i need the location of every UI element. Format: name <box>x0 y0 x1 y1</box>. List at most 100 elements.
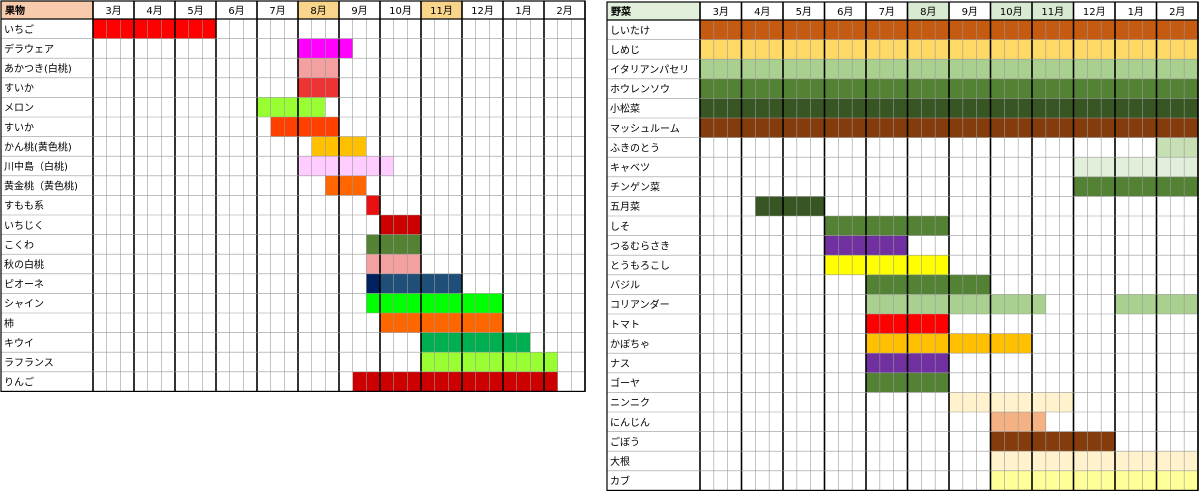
row-label: イタリアンパセリ <box>610 64 689 76</box>
month-label: 5月 <box>796 6 812 18</box>
month-label: 2月 <box>1169 6 1185 18</box>
season-bar <box>1073 176 1198 197</box>
row-label: マッシュルーム <box>610 123 680 135</box>
row-label: 大根 <box>610 455 630 468</box>
month-label: 8月 <box>920 6 936 18</box>
row-label: 秋の白桃 <box>4 258 44 271</box>
row-label: コリアンダー <box>610 298 670 311</box>
table: 野菜 3月 4月 5月 6月 7月 8月 9月 10月 11月 12月 1月 2月しいたけしめじイタリア… <box>606 1 1199 491</box>
season-bar <box>380 313 503 333</box>
season-bar <box>1156 137 1198 158</box>
row-label: すいか <box>4 122 34 134</box>
row-label: ピオーネ <box>4 279 44 291</box>
season-bar <box>824 255 949 275</box>
row-label: デラウェア <box>4 42 54 55</box>
row-label: つるむらさき <box>610 240 670 252</box>
row-label: メロン <box>4 103 34 114</box>
season-bar <box>990 470 1198 491</box>
row-label: バジル <box>610 280 640 292</box>
table-border <box>0 0 586 392</box>
month-label: 2月 <box>556 5 572 17</box>
table-border <box>606 1 1199 491</box>
month-label: 11月 <box>1041 6 1064 18</box>
row-label: 五月菜 <box>610 201 640 213</box>
month-label: 6月 <box>228 5 244 17</box>
season-bar <box>1073 157 1198 177</box>
month-label: 1月 <box>515 5 531 17</box>
month-label: 6月 <box>837 6 853 18</box>
row-label: 黄金桃（黄色桃) <box>4 180 78 193</box>
header-title: 果物 <box>4 4 25 17</box>
row-label: シャイン <box>4 299 44 310</box>
season-bar <box>866 274 991 295</box>
month-label: 1月 <box>1128 6 1144 18</box>
month-label: 9月 <box>351 5 367 17</box>
row-label: りんご <box>4 376 34 389</box>
month-label: 10月 <box>1000 6 1023 18</box>
season-bar <box>325 175 367 196</box>
table: 果物 3月 4月 5月 6月 7月 8月 9月 10月 11月 12月 1月 2月いちごデラウェアあかつ… <box>0 0 586 392</box>
row-label: 小松菜 <box>610 102 640 115</box>
row-label: ホウレンソウ <box>610 84 670 96</box>
month-highlight <box>990 2 1032 20</box>
row-label: とうもろこし <box>610 260 670 272</box>
row-label: すいか <box>4 83 34 95</box>
season-bar <box>298 58 339 78</box>
row-label: 柿 <box>4 317 14 330</box>
month-label: 12月 <box>471 5 494 17</box>
season-bar <box>257 97 326 117</box>
season-bar <box>949 392 1074 412</box>
row-label: 川中島（白桃) <box>4 160 68 173</box>
header-title: 野菜 <box>611 5 632 18</box>
season-bar <box>380 215 421 235</box>
row-label: かぼちゃ <box>610 338 650 350</box>
row-label: かん桃(黄色桃) <box>4 140 72 153</box>
row-label: しめじ <box>610 44 640 56</box>
season-bar <box>270 117 339 137</box>
season-bar <box>866 294 1046 314</box>
row-label: しいたけ <box>610 25 650 37</box>
month-highlight <box>298 1 339 19</box>
header-cell <box>607 2 700 20</box>
season-bar <box>366 273 380 294</box>
season-bar <box>755 196 825 216</box>
month-label: 3月 <box>105 5 121 17</box>
month-highlight <box>421 1 462 19</box>
row-label: ナス <box>610 358 630 370</box>
month-label: 10月 <box>389 5 412 17</box>
row-label: ニンニク <box>610 397 650 409</box>
row-label: にんじん <box>610 417 650 429</box>
season-bar <box>93 19 216 39</box>
month-label: 8月 <box>310 5 326 17</box>
row-label: こくわ <box>4 239 34 251</box>
row-label: ゴーヤ <box>610 377 640 390</box>
row-label: いちご <box>4 23 34 36</box>
row-label: しそ <box>610 221 630 233</box>
season-bar <box>298 156 394 176</box>
month-label: 9月 <box>962 6 978 18</box>
month-highlight <box>907 2 949 20</box>
season-bar <box>352 371 558 392</box>
header-cell <box>1 1 93 19</box>
month-label: 7月 <box>879 6 895 18</box>
row-label: あかつき(白桃) <box>4 62 72 75</box>
month-label: 4月 <box>146 5 162 17</box>
row-label: ふきのとう <box>610 142 660 154</box>
month-highlight <box>1032 2 1074 20</box>
season-bar <box>366 195 380 215</box>
month-label: 12月 <box>1083 6 1106 18</box>
month-label: 4月 <box>754 6 770 18</box>
row-label: トマト <box>610 320 640 331</box>
month-label: 3月 <box>713 6 729 18</box>
row-label: カブ <box>610 475 630 488</box>
row-label: キウイ <box>4 337 34 349</box>
row-label: すもも系 <box>4 200 44 212</box>
row-label: ごぼう <box>610 435 640 448</box>
season-bar <box>990 451 1198 471</box>
row-label: ラフランス <box>4 357 54 369</box>
row-label: いちじく <box>4 220 44 232</box>
month-label: 11月 <box>430 5 453 17</box>
month-label: 7月 <box>269 5 285 17</box>
season-bar <box>990 431 1115 452</box>
